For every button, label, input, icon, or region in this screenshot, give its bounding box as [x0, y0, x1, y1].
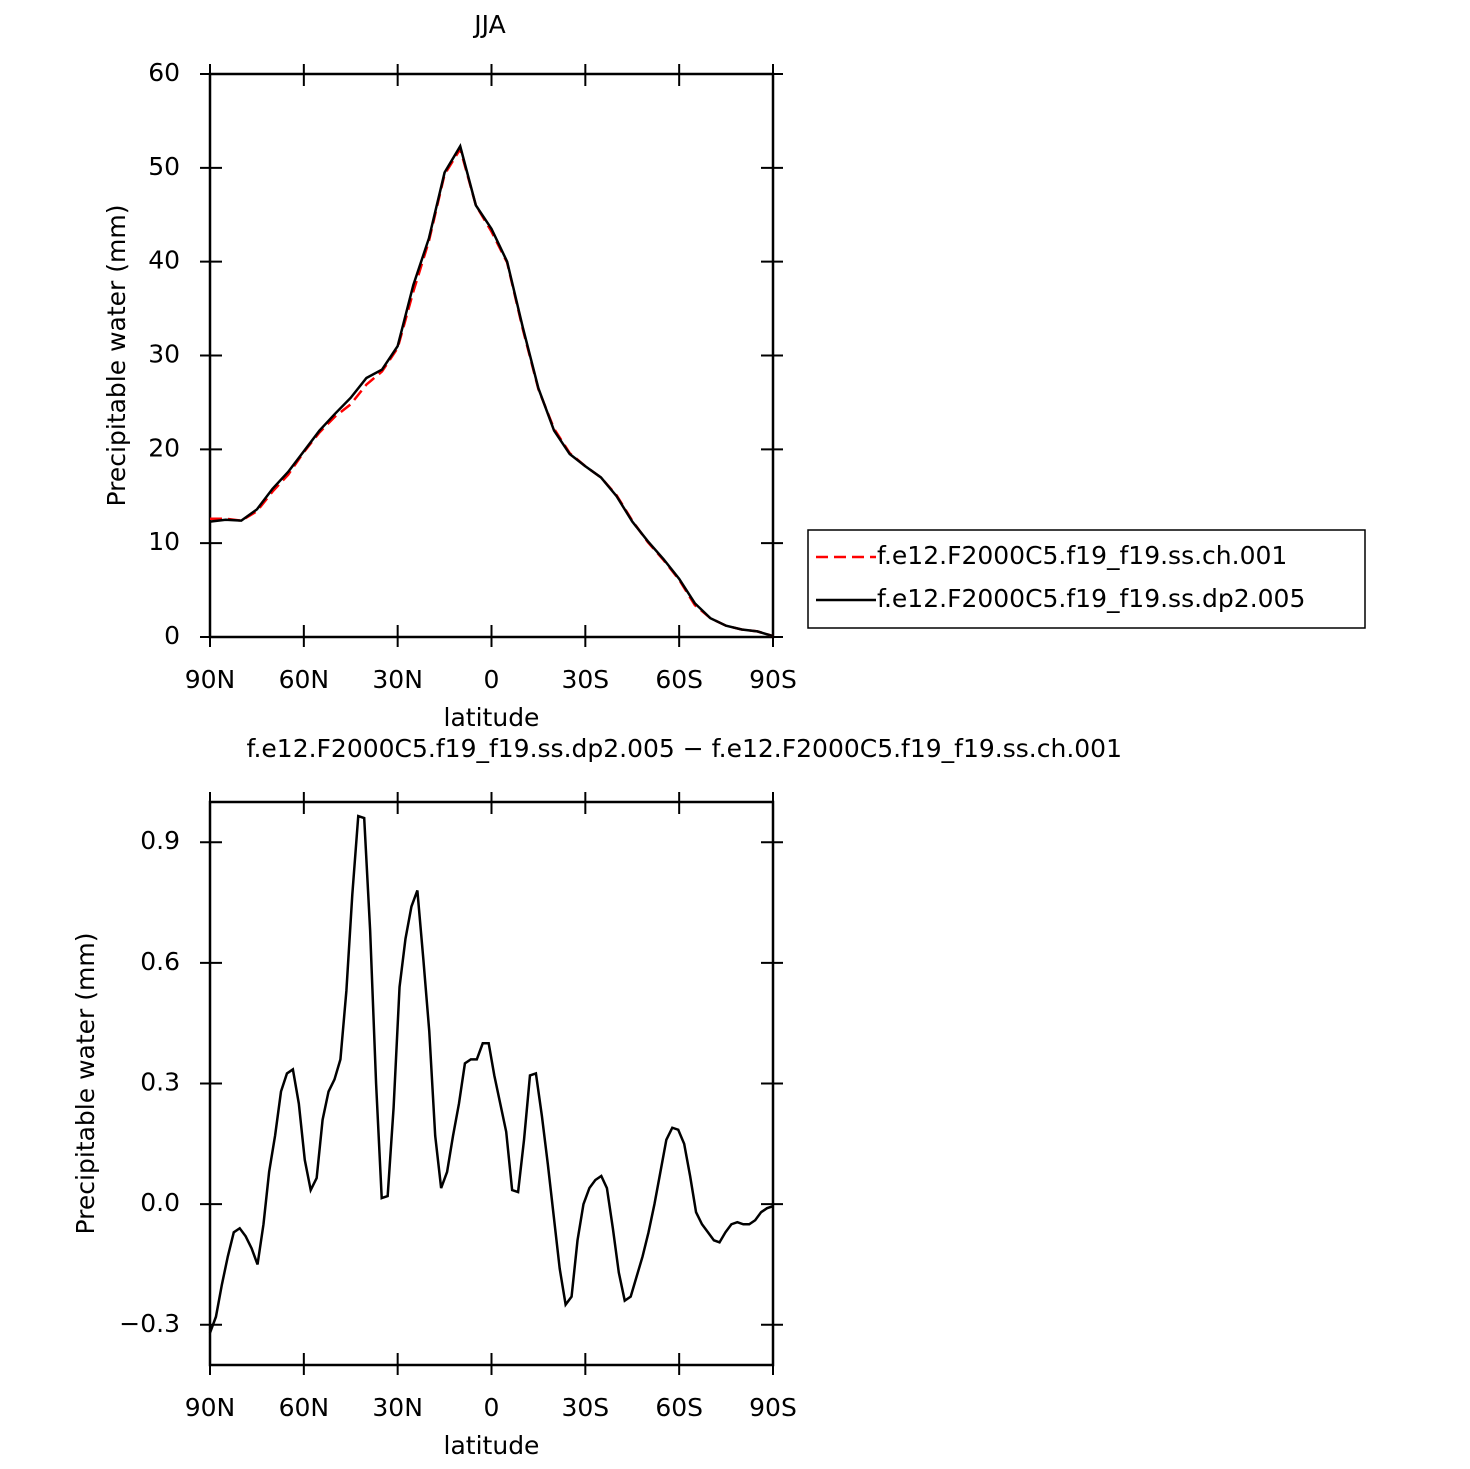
data-line: [210, 145, 774, 638]
x-tick-label: 60N: [279, 1393, 330, 1422]
y-axis-label: Precipitable water (mm): [71, 933, 100, 1235]
x-tick-label: 30S: [561, 1393, 609, 1422]
plot-frame: [208, 72, 775, 639]
y-tick-label: 0.0: [140, 1188, 180, 1217]
y-tick-label: 0.9: [140, 826, 180, 855]
y-tick-label: 50: [148, 152, 180, 181]
y-tick-label: 0.3: [140, 1068, 180, 1097]
x-tick-label: 30N: [372, 1393, 423, 1422]
y-tick-label: 60: [148, 58, 180, 87]
x-tick-label: 60N: [279, 665, 330, 694]
legend-box: [807, 529, 1366, 629]
y-tick-label: 20: [148, 433, 180, 462]
x-tick-label: 90N: [185, 1393, 236, 1422]
y-tick-label: 10: [148, 527, 180, 556]
y-tick-label: 30: [148, 340, 180, 369]
y-tick-label: −0.3: [119, 1309, 180, 1338]
y-tick-label: 40: [148, 246, 180, 275]
legend-label: f.e12.F2000C5.f19_f19.ss.dp2.005: [877, 584, 1305, 613]
chart-title: JJA: [472, 10, 505, 39]
y-axis-label: Precipitable water (mm): [102, 205, 131, 507]
x-axis-label: latitude: [444, 1431, 540, 1460]
x-tick-label: 90S: [749, 1393, 797, 1422]
chart-title: f.e12.F2000C5.f19_f19.ss.dp2.005 − f.e12…: [246, 734, 1122, 763]
legend-label: f.e12.F2000C5.f19_f19.ss.ch.001: [877, 541, 1287, 570]
x-tick-label: 90N: [185, 665, 236, 694]
x-tick-label: 30S: [561, 665, 609, 694]
x-tick-label: 30N: [372, 665, 423, 694]
x-tick-label: 0: [484, 665, 500, 694]
x-tick-label: 60S: [655, 1393, 703, 1422]
data-line: [208, 814, 774, 1334]
y-tick-label: 0.6: [140, 947, 180, 976]
x-tick-label: 60S: [655, 665, 703, 694]
y-tick-label: 0: [164, 621, 180, 650]
data-line: [209, 143, 774, 638]
x-tick-label: 90S: [749, 665, 797, 694]
x-axis-label: latitude: [444, 703, 540, 732]
x-tick-label: 0: [484, 1393, 500, 1422]
